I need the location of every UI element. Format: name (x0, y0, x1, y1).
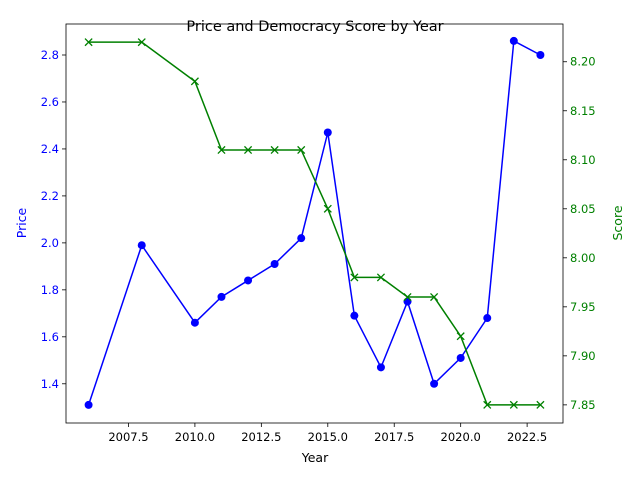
price-data-point (536, 50, 545, 59)
plot-frame (65, 23, 564, 424)
y-axis-right-label: Score (610, 205, 625, 240)
price-data-point (270, 260, 279, 269)
y-left-tick-label: 1.4 (41, 377, 59, 391)
price-data-point (84, 400, 93, 409)
score-data-point (190, 77, 199, 86)
y-left-tick-label: 1.8 (41, 283, 59, 297)
y-right-tick-label: 8.20 (570, 55, 596, 69)
score-data-point (350, 273, 359, 282)
score-data-point (297, 145, 306, 155)
price-data-point (323, 128, 332, 137)
score-data-point (84, 38, 93, 47)
price-data-point (217, 292, 226, 301)
score-series-line (88, 41, 541, 406)
chart-title: Price and Democracy Score by Year (186, 19, 443, 35)
score-data-point (323, 204, 332, 213)
price-data-point (190, 318, 199, 327)
price-data-point (403, 297, 412, 306)
y-right-tick-label: 7.90 (570, 349, 596, 363)
price-data-point (483, 314, 492, 323)
score-data-point (456, 332, 465, 341)
plot-area (84, 36, 545, 409)
score-data-point (217, 145, 226, 155)
price-data-point (137, 241, 146, 250)
price-data-point (376, 363, 385, 372)
price-data-point (456, 353, 465, 362)
y-left-tick-label: 2.8 (41, 48, 59, 62)
y-left-tick-label: 2.0 (41, 236, 59, 250)
x-tick-label: 2020.0 (441, 430, 481, 444)
y-left-tick-label: 1.6 (41, 330, 59, 344)
price-series-line (87, 39, 541, 406)
score-data-point (509, 400, 518, 409)
x-tick-label: 2012.5 (241, 430, 281, 444)
score-data-point (403, 292, 412, 302)
x-tick-label: 2015.0 (308, 430, 348, 444)
score-data-point (536, 400, 545, 409)
y-right-tick-label: 7.85 (570, 398, 596, 412)
y-right-tick-label: 8.05 (570, 202, 596, 216)
score-data-point (483, 400, 492, 409)
price-data-point (297, 234, 306, 243)
y-right-tick-label: 8.10 (570, 153, 596, 167)
price-data-point (509, 36, 518, 45)
y-left-tick-label: 2.2 (41, 189, 59, 203)
price-data-point (244, 276, 253, 285)
y-right-tick-label: 8.00 (570, 251, 596, 265)
score-data-point (376, 273, 386, 282)
y-axis-right: 7.85 7.90 7.95 8.00 8.05 8.10 8.15 8.20 (563, 55, 596, 412)
x-tick-label: 2017.5 (374, 430, 414, 444)
y-left-tick-label: 2.4 (41, 142, 59, 156)
y-left-tick-label: 2.6 (41, 95, 59, 109)
x-tick-label: 2022.5 (507, 430, 547, 444)
y-axis-left-label: Price (14, 207, 29, 238)
score-data-point (270, 145, 279, 155)
price-data-point (350, 311, 359, 320)
x-axis: 2007.5 2010.0 2012.5 2015.0 2017.5 2020.0 2022… (108, 423, 547, 444)
x-tick-label: 2007.5 (108, 430, 148, 444)
y-axis-left: 1.4 1.6 1.8 2.0 2.2 2.4 2.6 2.8 (41, 48, 66, 391)
x-axis-label: Year (301, 450, 329, 465)
y-right-tick-label: 7.95 (570, 300, 596, 314)
score-data-point (243, 145, 253, 155)
y-right-tick-label: 8.15 (570, 104, 596, 118)
score-data-point (430, 292, 439, 302)
score-data-point (137, 38, 146, 47)
x-tick-label: 2010.0 (175, 430, 215, 444)
price-data-point (430, 379, 439, 388)
